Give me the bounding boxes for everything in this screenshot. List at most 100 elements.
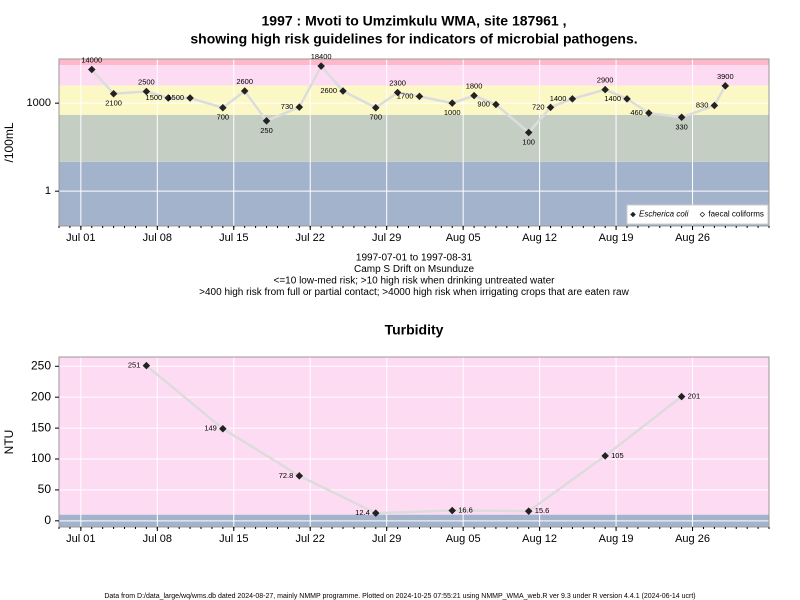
x-tick-label: Jul 29 xyxy=(372,232,401,244)
plot-frame xyxy=(58,58,770,227)
x-tick-label: Aug 12 xyxy=(522,232,557,244)
data-point xyxy=(623,95,631,103)
data-point xyxy=(568,95,577,103)
data-point xyxy=(524,128,533,137)
data-label: 1500 xyxy=(146,93,163,102)
legend-marker xyxy=(630,211,636,218)
data-point xyxy=(710,101,719,110)
data-point xyxy=(219,103,227,112)
data-point xyxy=(448,506,456,515)
series-line xyxy=(145,364,683,515)
legend-marker xyxy=(699,211,706,218)
x-tick-label: Jul 22 xyxy=(296,533,325,545)
data-label: 3900 xyxy=(717,72,734,81)
x-tick-label: Jul 15 xyxy=(219,533,248,545)
data-point xyxy=(372,103,380,112)
chart-title: 1997 : Mvoti to Umzimkulu WMA, site 1879… xyxy=(262,13,567,29)
data-label: 2600 xyxy=(320,86,337,95)
data-label: 2300 xyxy=(389,79,406,88)
data-label: 2900 xyxy=(597,76,614,85)
risk-band xyxy=(59,357,769,515)
y-tick-label: 150 xyxy=(31,420,51,434)
data-label: 720 xyxy=(532,102,545,111)
data-point xyxy=(601,85,609,94)
chart-note: 1997-07-01 to 1997-08-31 xyxy=(356,253,473,264)
data-label: 18400 xyxy=(311,52,332,61)
data-point xyxy=(317,62,325,70)
x-tick-label: Aug 12 xyxy=(522,533,557,545)
data-point xyxy=(546,103,555,112)
data-point xyxy=(601,452,609,460)
data-point xyxy=(88,65,96,74)
x-tick-label: Aug 26 xyxy=(675,533,710,545)
x-tick-label: Jul 08 xyxy=(143,533,172,545)
data-point xyxy=(262,117,271,125)
x-tick-label: Aug 05 xyxy=(446,232,481,244)
plot-frame xyxy=(58,356,770,528)
data-point xyxy=(372,509,380,517)
data-label: 72.8 xyxy=(279,471,294,480)
data-label: 1400 xyxy=(550,94,567,103)
data-label: 1800 xyxy=(466,82,483,91)
data-label: 830 xyxy=(696,101,709,110)
legend-label: Escherica coli xyxy=(639,210,689,219)
chart-title: showing high risk guidelines for indicat… xyxy=(190,31,637,47)
y-axis-label: /100mL xyxy=(2,122,16,162)
y-tick-label: 100 xyxy=(31,451,51,465)
footer: Data from D:/data_large/wq/wms.db dated … xyxy=(104,593,695,600)
x-tick-label: Jul 08 xyxy=(143,232,172,244)
y-tick-label: 250 xyxy=(31,358,51,372)
risk-band xyxy=(59,85,769,115)
data-point xyxy=(721,82,730,90)
data-label: 149 xyxy=(204,424,217,433)
x-tick-label: Aug 19 xyxy=(599,533,634,545)
y-tick-label: 0 xyxy=(44,513,51,527)
risk-band xyxy=(59,64,769,86)
data-point xyxy=(448,99,456,107)
series-line xyxy=(90,63,727,135)
data-label: 730 xyxy=(281,102,294,111)
x-tick-label: Jul 15 xyxy=(219,232,248,244)
data-label: 700 xyxy=(370,113,383,122)
y-tick-label: 50 xyxy=(38,482,52,496)
x-tick-label: Aug 05 xyxy=(446,533,481,545)
data-point xyxy=(186,94,194,102)
data-point xyxy=(645,109,653,117)
data-point xyxy=(339,87,347,95)
data-point xyxy=(492,100,500,109)
data-label: 14000 xyxy=(81,56,102,65)
data-label: 16.6 xyxy=(458,506,473,515)
data-label: 2100 xyxy=(105,99,122,108)
data-label: 700 xyxy=(217,113,230,122)
data-label: 250 xyxy=(260,126,273,135)
data-label: 330 xyxy=(675,122,688,131)
chart-note: Camp S Drift on Msunduze xyxy=(354,264,474,275)
data-point xyxy=(415,92,424,101)
data-point xyxy=(677,113,686,122)
legend-box xyxy=(626,204,769,225)
chart-note: <=10 low-med risk; >10 high risk when dr… xyxy=(274,276,556,287)
risk-band xyxy=(59,114,769,162)
data-label: 1400 xyxy=(604,94,621,103)
x-tick-label: Jul 01 xyxy=(66,232,95,244)
data-point xyxy=(142,87,151,96)
data-label: 251 xyxy=(128,361,141,370)
chart-title: Turbidity xyxy=(385,322,444,338)
data-point xyxy=(219,424,227,433)
y-tick-label: 1000 xyxy=(27,97,51,109)
data-point xyxy=(295,103,304,111)
y-tick-label: 200 xyxy=(31,389,51,403)
data-point xyxy=(109,89,118,98)
data-point xyxy=(393,88,402,97)
risk-band xyxy=(59,59,769,65)
data-label: 900 xyxy=(477,99,490,108)
data-label: 201 xyxy=(688,392,701,401)
data-point xyxy=(524,507,533,515)
data-label: 460 xyxy=(630,108,643,117)
data-label: 1500 xyxy=(167,93,184,102)
legend-label: faecal coliforms xyxy=(708,210,764,219)
data-label: 15.6 xyxy=(535,506,550,515)
x-tick-label: Jul 01 xyxy=(66,533,95,545)
